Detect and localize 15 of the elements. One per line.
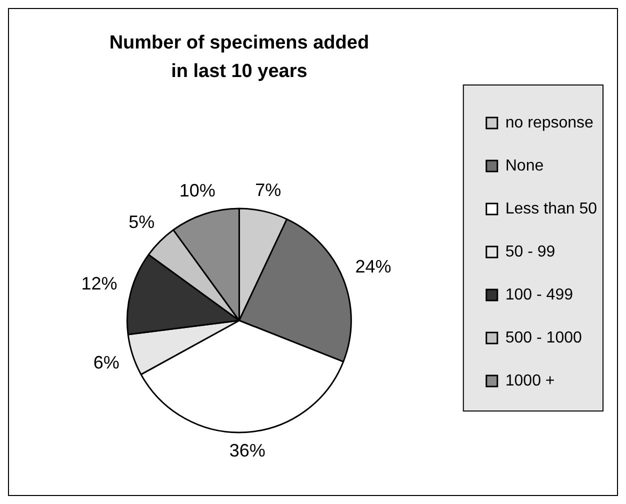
legend-label: 500 - 1000 bbox=[505, 329, 582, 346]
data-label: 7% bbox=[255, 180, 282, 200]
data-label: 6% bbox=[93, 352, 120, 373]
data-label: 24% bbox=[355, 256, 392, 276]
data-label: 36% bbox=[229, 440, 266, 460]
legend-label: 50 - 99 bbox=[505, 243, 556, 260]
data-label: 12% bbox=[81, 274, 118, 294]
legend-label: no repsonse bbox=[505, 114, 594, 132]
legend-label: Less than 50 bbox=[505, 200, 598, 218]
data-label: 10% bbox=[179, 180, 216, 201]
legend-label: None bbox=[505, 157, 544, 174]
legend-label: 100 - 499 bbox=[505, 286, 574, 304]
legend-label: 1000 + bbox=[505, 372, 555, 390]
data-label: 5% bbox=[128, 212, 155, 232]
chart-title: Number of specimens added in last 10 years bbox=[109, 32, 370, 82]
